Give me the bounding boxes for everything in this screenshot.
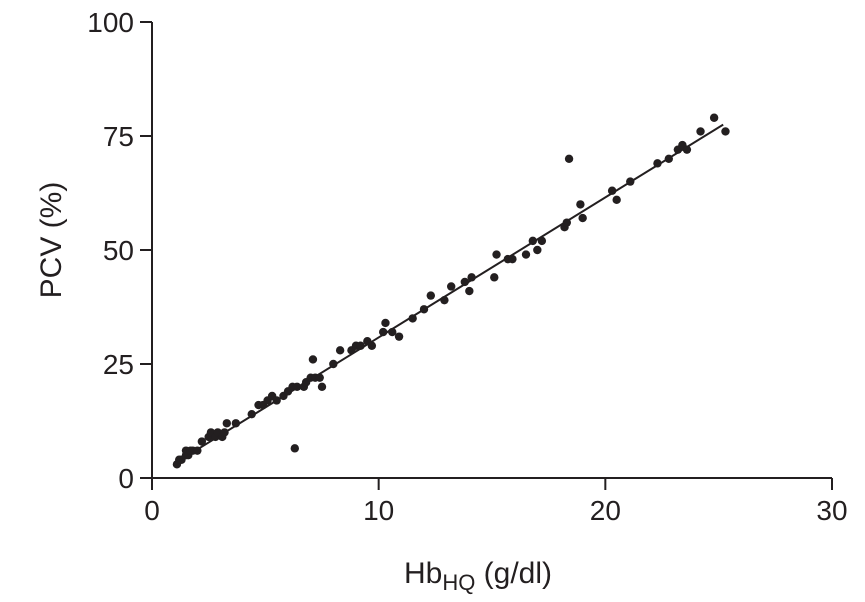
y-tick-label: 0 bbox=[118, 463, 134, 494]
x-axis-label-subscript: HQ bbox=[442, 570, 475, 595]
y-tick-label: 25 bbox=[103, 349, 134, 380]
data-point bbox=[317, 382, 327, 391]
data-point bbox=[696, 127, 705, 136]
data-point bbox=[197, 437, 207, 446]
data-point bbox=[682, 145, 692, 154]
data-point bbox=[231, 419, 241, 428]
data-point bbox=[220, 428, 229, 437]
x-tick-label: 30 bbox=[816, 495, 847, 526]
data-point bbox=[335, 346, 345, 355]
data-points bbox=[172, 113, 730, 469]
data-point bbox=[612, 195, 621, 205]
data-point bbox=[329, 359, 338, 369]
data-point bbox=[292, 382, 302, 391]
data-point bbox=[381, 318, 390, 328]
data-point bbox=[367, 341, 377, 350]
data-point bbox=[408, 314, 417, 323]
data-point bbox=[564, 154, 574, 163]
data-point bbox=[394, 332, 404, 341]
data-point bbox=[490, 273, 499, 282]
data-point bbox=[419, 305, 429, 314]
x-axis-label: HbHQ (g/dl) bbox=[404, 557, 552, 595]
regression-line bbox=[176, 123, 724, 463]
x-axis-label-main: Hb bbox=[404, 557, 442, 590]
data-point bbox=[626, 177, 635, 186]
data-point bbox=[465, 286, 474, 296]
y-axis-ticks: 0 25 50 75 100 bbox=[87, 7, 152, 494]
data-point bbox=[308, 355, 318, 364]
y-axis-label: PCV (%) bbox=[35, 182, 68, 299]
data-point bbox=[528, 236, 537, 246]
data-point bbox=[533, 245, 542, 255]
data-point bbox=[562, 218, 571, 227]
data-point bbox=[447, 282, 456, 291]
data-point bbox=[247, 409, 256, 419]
data-point bbox=[664, 154, 673, 163]
data-point bbox=[508, 254, 517, 264]
x-axis-label-unit: (g/dl) bbox=[475, 557, 552, 590]
data-point bbox=[653, 159, 662, 168]
y-tick-label: 100 bbox=[87, 7, 134, 38]
data-point bbox=[709, 113, 719, 122]
data-point bbox=[222, 419, 231, 428]
data-point bbox=[379, 327, 388, 337]
data-point bbox=[578, 213, 587, 223]
data-point bbox=[576, 200, 585, 209]
data-point bbox=[440, 295, 449, 305]
data-point bbox=[607, 186, 617, 195]
data-point bbox=[388, 327, 397, 337]
data-point bbox=[290, 444, 299, 453]
data-point bbox=[467, 273, 476, 282]
data-point bbox=[193, 446, 202, 455]
x-tick-label: 20 bbox=[590, 495, 621, 526]
data-point bbox=[315, 373, 324, 382]
data-point bbox=[272, 396, 281, 405]
data-point bbox=[521, 250, 531, 259]
data-point bbox=[492, 250, 501, 259]
data-point bbox=[460, 277, 469, 287]
axes bbox=[151, 22, 832, 479]
data-point bbox=[537, 236, 547, 246]
data-point bbox=[721, 127, 730, 136]
y-tick-label: 50 bbox=[103, 235, 134, 266]
data-point bbox=[426, 291, 435, 300]
x-tick-label: 10 bbox=[363, 495, 394, 526]
data-point bbox=[356, 341, 365, 350]
x-tick-label: 0 bbox=[144, 495, 160, 526]
x-axis-ticks: 0 10 20 30 bbox=[144, 478, 848, 526]
y-tick-label: 75 bbox=[103, 121, 134, 152]
